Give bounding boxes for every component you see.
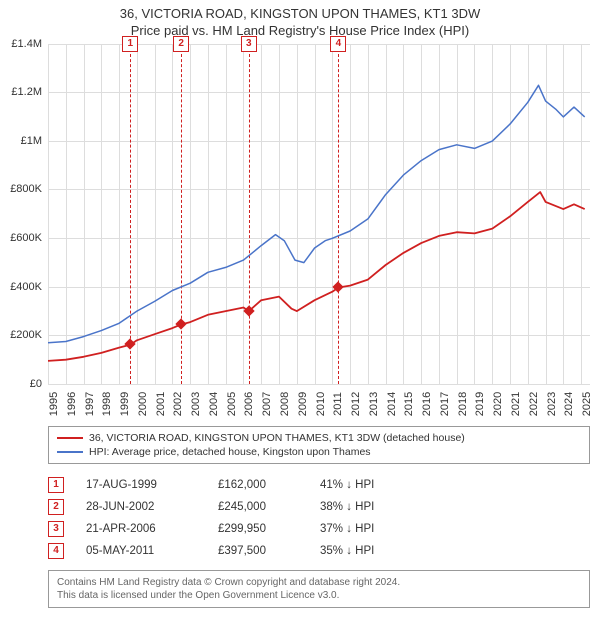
xtick-label: 2004 [208,392,220,416]
event-row-date: 28-JUN-2002 [86,501,196,513]
event-row-badge: 4 [48,543,64,559]
xtick-label: 2019 [474,392,486,416]
ytick-label: £1.2M [11,86,42,98]
event-row-price: £299,950 [218,523,298,535]
ytick-label: £1.4M [11,38,42,50]
xtick-label: 2014 [386,392,398,416]
xtick-label: 2007 [261,392,273,416]
event-row-delta: 37% ↓ HPI [320,523,590,535]
xtick-label: 2009 [297,392,309,416]
xtick-label: 2013 [368,392,380,416]
series-line-hpi [48,85,585,342]
xtick-label: 2023 [546,392,558,416]
chart-area: £0£200K£400K£600K£800K£1M£1.2M£1.4M19951… [48,44,590,384]
xtick-label: 2005 [226,392,238,416]
xtick-label: 1998 [101,392,113,416]
event-row-delta: 38% ↓ HPI [320,501,590,513]
event-row-delta: 35% ↓ HPI [320,545,590,557]
xtick-label: 2008 [279,392,291,416]
events-table-row: 3 21-APR-2006 £299,950 37% ↓ HPI [48,518,590,540]
gridline-h [48,384,590,385]
event-row-badge: 2 [48,499,64,515]
series-line-subject [48,192,585,361]
xtick-label: 2003 [190,392,202,416]
xtick-label: 2016 [421,392,433,416]
legend-row-hpi: HPI: Average price, detached house, King… [57,445,581,459]
event-row-date: 21-APR-2006 [86,523,196,535]
ytick-label: £600K [10,232,42,244]
ytick-label: £0 [30,378,42,390]
legend-row-subject: 36, VICTORIA ROAD, KINGSTON UPON THAMES,… [57,431,581,445]
plot-region: £0£200K£400K£600K£800K£1M£1.2M£1.4M19951… [48,44,590,384]
events-table-row: 1 17-AUG-1999 £162,000 41% ↓ HPI [48,474,590,496]
xtick-label: 2012 [350,392,362,416]
xtick-label: 2011 [332,392,344,416]
event-row-price: £397,500 [218,545,298,557]
events-table-row: 2 28-JUN-2002 £245,000 38% ↓ HPI [48,496,590,518]
title-line-1: 36, VICTORIA ROAD, KINGSTON UPON THAMES,… [0,6,600,23]
event-row-price: £162,000 [218,479,298,491]
ytick-label: £400K [10,281,42,293]
xtick-label: 2020 [492,392,504,416]
xtick-label: 1995 [48,392,60,416]
event-row-badge: 3 [48,521,64,537]
event-row-date: 05-MAY-2011 [86,545,196,557]
xtick-label: 1999 [119,392,131,416]
xtick-label: 2001 [155,392,167,416]
ytick-label: £800K [10,183,42,195]
xtick-label: 2021 [510,392,522,416]
event-row-price: £245,000 [218,501,298,513]
xtick-label: 2024 [563,392,575,416]
title-line-2: Price paid vs. HM Land Registry's House … [0,23,600,40]
events-table: 1 17-AUG-1999 £162,000 41% ↓ HPI 2 28-JUN-200… [48,474,590,562]
series-svg [48,44,590,384]
legend-label-subject: 36, VICTORIA ROAD, KINGSTON UPON THAMES,… [89,432,465,444]
page: 36, VICTORIA ROAD, KINGSTON UPON THAMES,… [0,0,600,620]
legend-label-hpi: HPI: Average price, detached house, King… [89,446,371,458]
legend-swatch-subject [57,437,83,439]
ytick-label: £1M [21,135,42,147]
footer: Contains HM Land Registry data © Crown c… [48,570,590,608]
xtick-label: 1997 [84,392,96,416]
xtick-label: 2017 [439,392,451,416]
xtick-label: 1996 [66,392,78,416]
xtick-label: 2000 [137,392,149,416]
xtick-label: 2018 [457,392,469,416]
xtick-label: 2025 [581,392,593,416]
event-row-delta: 41% ↓ HPI [320,479,590,491]
event-row-date: 17-AUG-1999 [86,479,196,491]
xtick-label: 2006 [243,392,255,416]
event-row-badge: 1 [48,477,64,493]
xtick-label: 2022 [528,392,540,416]
xtick-label: 2002 [172,392,184,416]
xtick-label: 2010 [315,392,327,416]
events-table-row: 4 05-MAY-2011 £397,500 35% ↓ HPI [48,540,590,562]
legend: 36, VICTORIA ROAD, KINGSTON UPON THAMES,… [48,426,590,464]
footer-line-2: This data is licensed under the Open Gov… [57,589,581,602]
chart-titles: 36, VICTORIA ROAD, KINGSTON UPON THAMES,… [0,0,600,44]
footer-line-1: Contains HM Land Registry data © Crown c… [57,576,581,589]
ytick-label: £200K [10,329,42,341]
xtick-label: 2015 [403,392,415,416]
legend-swatch-hpi [57,451,83,453]
